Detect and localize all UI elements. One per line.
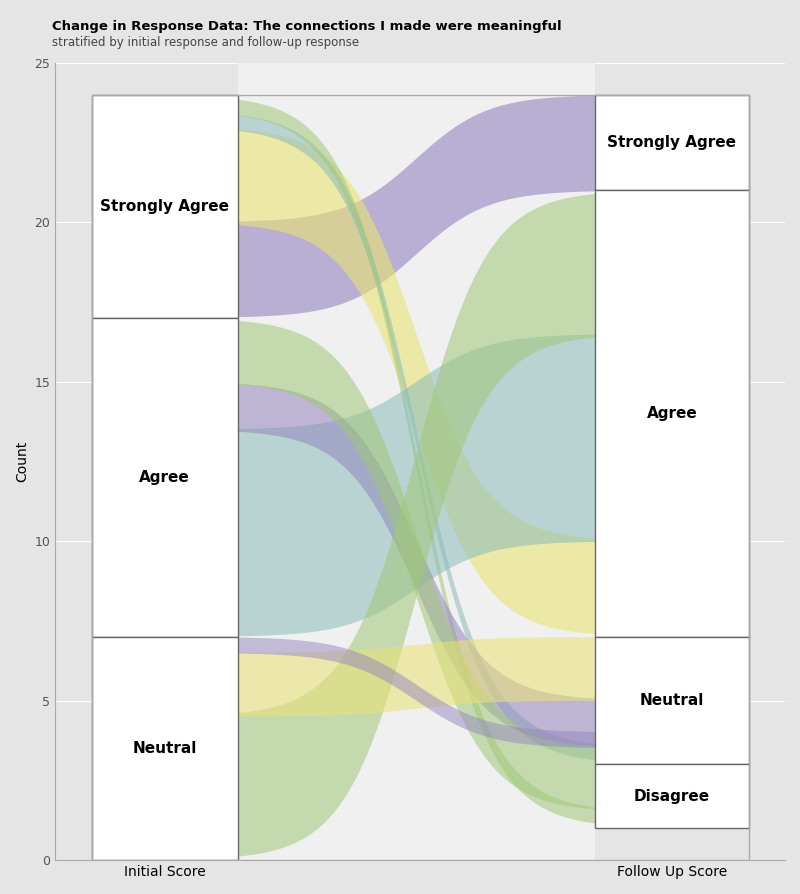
Text: Change in Response Data: The connections I made were meaningful: Change in Response Data: The connections… <box>52 20 562 33</box>
Polygon shape <box>238 115 595 760</box>
Polygon shape <box>238 384 595 746</box>
Polygon shape <box>238 321 595 809</box>
Polygon shape <box>238 130 595 634</box>
Bar <box>92 95 238 318</box>
Text: Disagree: Disagree <box>634 789 710 804</box>
Text: stratified by initial response and follow-up response: stratified by initial response and follo… <box>52 36 359 49</box>
Polygon shape <box>238 637 595 748</box>
Bar <box>238 63 595 860</box>
Text: Strongly Agree: Strongly Agree <box>607 135 736 150</box>
Polygon shape <box>238 194 595 856</box>
Polygon shape <box>238 96 595 317</box>
Text: Strongly Agree: Strongly Agree <box>100 198 230 214</box>
Polygon shape <box>238 637 595 716</box>
Bar <box>595 190 749 637</box>
Bar <box>595 95 749 190</box>
Polygon shape <box>238 334 595 637</box>
Bar <box>92 95 749 860</box>
Bar <box>595 764 749 828</box>
Text: Agree: Agree <box>139 470 190 485</box>
Text: Neutral: Neutral <box>640 693 704 708</box>
Polygon shape <box>238 99 595 823</box>
Bar <box>92 318 238 637</box>
Bar <box>595 637 749 764</box>
Text: Agree: Agree <box>646 406 698 421</box>
Bar <box>92 637 238 860</box>
Y-axis label: Count: Count <box>15 441 29 482</box>
Text: Neutral: Neutral <box>133 741 197 756</box>
